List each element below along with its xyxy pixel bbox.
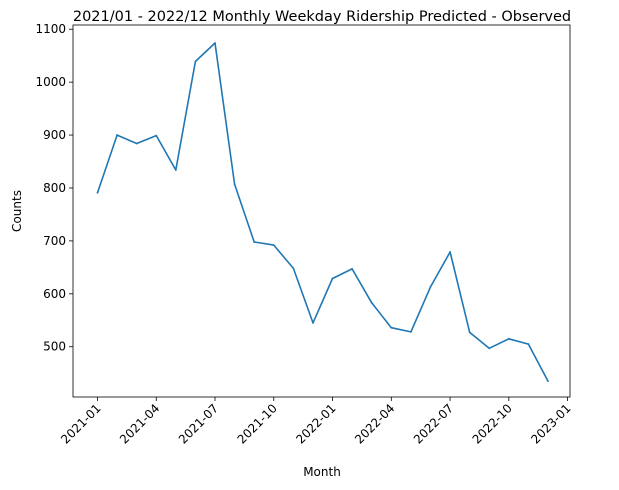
data-point-2022-10 (507, 337, 510, 340)
y-axis: 500 600 700 800 900 1000 1100 (35, 22, 73, 354)
data-point-2022-02 (351, 268, 354, 270)
plot-area-frame (72, 24, 571, 398)
data-point-2021-12 (312, 322, 314, 324)
data-point-2021-01 (96, 191, 99, 194)
data-point-2022-01 (331, 277, 334, 280)
x-tick-label: 2022-07 (411, 401, 456, 446)
x-tick-label: 2021-10 (235, 401, 280, 446)
data-point-2021-06 (194, 60, 197, 63)
x-tick-label: 2021-04 (117, 401, 162, 446)
x-axis: 2021-01 2021-04 2021-07 2021-10 2022-01 2022-… (58, 397, 574, 447)
x-axis-title: Month (303, 465, 341, 479)
data-point-2022-08 (468, 331, 471, 334)
data-point-2021-08 (233, 183, 236, 186)
x-tick-label: 2022-10 (470, 401, 515, 446)
data-point-2021-04 (155, 134, 158, 137)
x-tick-label: 2022-01 (293, 401, 338, 446)
data-point-2022-04 (390, 326, 393, 329)
y-axis-title: Counts (10, 190, 24, 232)
data-point-2021-07 (214, 42, 216, 44)
data-point-2021-11 (292, 267, 295, 270)
y-tick-label: 800 (43, 181, 66, 195)
data-point-2021-10 (272, 244, 275, 247)
y-tick-label: 700 (43, 234, 66, 248)
data-point-2021-03 (135, 142, 138, 145)
x-tick-label: 2023-01 (528, 401, 573, 446)
data-point-2021-02 (116, 134, 118, 136)
x-tick-label: 2021-01 (58, 401, 103, 446)
series-line-predicted-minus-observed (96, 42, 549, 382)
y-tick-label: 500 (43, 340, 66, 354)
data-point-2022-09 (488, 347, 491, 350)
data-point-2022-05 (409, 331, 412, 333)
x-tick-label: 2021-07 (176, 401, 221, 446)
y-tick-label: 1000 (35, 75, 66, 89)
data-point-2022-11 (527, 343, 530, 345)
x-tick-label: 2022-04 (352, 401, 397, 446)
data-point-2022-06 (429, 286, 432, 288)
data-point-2022-12 (547, 380, 549, 383)
data-point-2022-03 (370, 301, 373, 304)
series-points (96, 42, 549, 383)
data-point-2021-09 (253, 241, 256, 243)
chart-title: 2021/01 - 2022/12 Monthly Weekday Riders… (73, 9, 571, 25)
y-tick-label: 900 (43, 128, 66, 142)
y-tick-label: 1100 (35, 22, 66, 36)
data-point-2021-05 (174, 169, 177, 171)
data-point-2022-07 (449, 251, 451, 253)
y-tick-label: 600 (43, 287, 66, 301)
